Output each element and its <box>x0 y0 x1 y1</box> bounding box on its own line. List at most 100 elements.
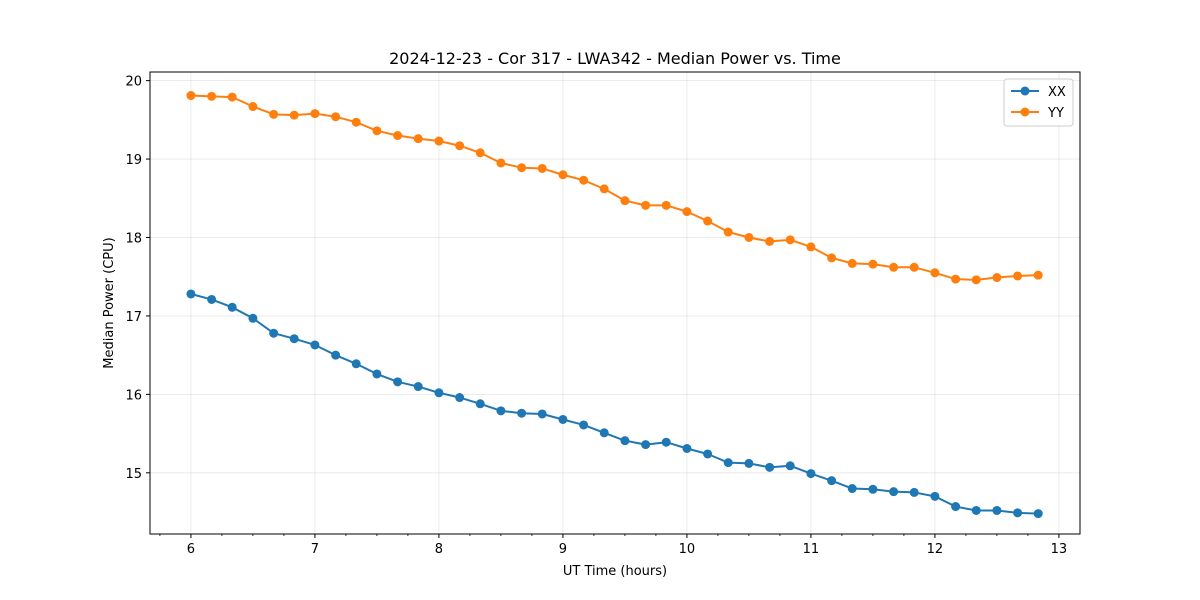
x-tick-label: 9 <box>559 542 567 557</box>
y-tick-label: 15 <box>125 467 142 482</box>
data-point-xx <box>1033 509 1043 519</box>
data-point-xx <box>434 388 444 398</box>
data-point-xx <box>269 328 279 338</box>
data-point-yy <box>620 196 630 206</box>
data-point-yy <box>269 109 279 119</box>
axis-ticks: 6 7 8 9 10 11 12 13 15 16 17 18 19 20 <box>125 75 1067 557</box>
data-point-xx <box>909 487 919 497</box>
data-point-xx <box>806 469 816 479</box>
data-point-yy <box>558 170 568 180</box>
data-point-xx <box>889 487 899 497</box>
data-point-xx <box>207 294 217 304</box>
x-tick-label: 6 <box>187 542 195 557</box>
data-point-yy <box>930 268 940 278</box>
data-point-xx <box>868 484 878 494</box>
y-tick-label: 19 <box>125 153 142 168</box>
data-point-yy <box>475 148 485 158</box>
x-tick-label: 11 <box>803 542 820 557</box>
y-tick-label: 17 <box>125 310 142 325</box>
legend-marker-yy <box>1020 107 1030 117</box>
data-point-yy <box>703 216 713 226</box>
x-tick-label: 12 <box>927 542 944 557</box>
data-point-yy <box>537 163 547 173</box>
data-point-yy <box>785 235 795 245</box>
data-point-yy <box>289 110 299 120</box>
data-point-yy <box>227 92 237 102</box>
y-tick-label: 20 <box>125 75 142 90</box>
data-point-xx <box>661 437 671 447</box>
legend-label-xx: XX <box>1048 85 1066 100</box>
legend: XX YY <box>1003 78 1074 127</box>
y-tick-label: 16 <box>125 388 142 403</box>
data-point-xx <box>971 505 981 515</box>
data-point-xx <box>227 302 237 312</box>
data-point-yy <box>909 262 919 272</box>
data-point-yy <box>1013 271 1023 281</box>
data-point-xx <box>310 340 320 350</box>
legend-marker-xx <box>1020 86 1030 96</box>
data-point-xx <box>186 289 196 299</box>
x-tick-label: 13 <box>1051 542 1068 557</box>
data-point-xx <box>827 476 837 486</box>
data-point-yy <box>393 131 403 141</box>
x-axis-label: UT Time (hours) <box>563 564 667 579</box>
plot-area-frame <box>149 71 1081 535</box>
data-point-yy <box>971 275 981 285</box>
data-point-yy <box>310 109 320 119</box>
data-point-xx <box>930 491 940 501</box>
data-point-yy <box>331 112 341 122</box>
data-point-xx <box>579 420 589 430</box>
grid <box>150 72 1080 534</box>
data-point-yy <box>661 200 671 210</box>
data-point-yy <box>847 258 857 268</box>
data-point-xx <box>785 461 795 471</box>
data-point-xx <box>951 502 961 512</box>
data-point-xx <box>331 350 341 360</box>
data-point-yy <box>372 126 382 136</box>
legend-label-yy: YY <box>1047 106 1064 121</box>
data-point-yy <box>806 242 816 252</box>
data-point-yy <box>951 274 961 284</box>
data-point-yy <box>765 236 775 246</box>
data-point-yy <box>455 141 465 151</box>
data-point-yy <box>868 259 878 269</box>
y-axis-label: Median Power (CPU) <box>102 237 117 368</box>
data-point-xx <box>248 313 258 323</box>
data-point-xx <box>682 444 692 453</box>
data-point-yy <box>517 163 527 173</box>
data-point-xx <box>847 484 857 494</box>
data-point-xx <box>1013 508 1023 518</box>
data-point-xx <box>723 458 733 468</box>
data-point-yy <box>682 207 692 217</box>
x-tick-label: 10 <box>679 542 696 557</box>
data-point-yy <box>351 117 361 127</box>
data-point-yy <box>248 102 258 112</box>
data-point-yy <box>579 175 589 185</box>
data-point-xx <box>289 334 299 344</box>
data-point-xx <box>351 359 361 369</box>
data-point-xx <box>744 458 754 468</box>
data-point-yy <box>599 184 609 194</box>
data-point-yy <box>186 91 196 101</box>
data-point-yy <box>723 227 733 237</box>
data-point-yy <box>889 262 899 272</box>
data-point-yy <box>413 134 423 144</box>
data-point-xx <box>703 449 713 459</box>
data-point-yy <box>744 233 754 242</box>
data-point-xx <box>599 428 609 438</box>
data-point-yy <box>496 158 506 168</box>
data-point-xx <box>393 377 403 387</box>
data-point-xx <box>413 382 423 392</box>
data-point-xx <box>558 414 568 424</box>
data-point-yy <box>992 273 1002 283</box>
y-tick-label: 18 <box>125 232 142 247</box>
data-point-xx <box>765 462 775 472</box>
data-point-xx <box>517 408 527 418</box>
data-point-xx <box>641 440 651 450</box>
x-tick-label: 8 <box>435 542 443 557</box>
data-point-yy <box>1033 270 1043 280</box>
chart-title: 2024-12-23 - Cor 317 - LWA342 - Median P… <box>389 49 841 68</box>
data-point-xx <box>475 399 485 409</box>
x-tick-label: 7 <box>311 542 319 557</box>
